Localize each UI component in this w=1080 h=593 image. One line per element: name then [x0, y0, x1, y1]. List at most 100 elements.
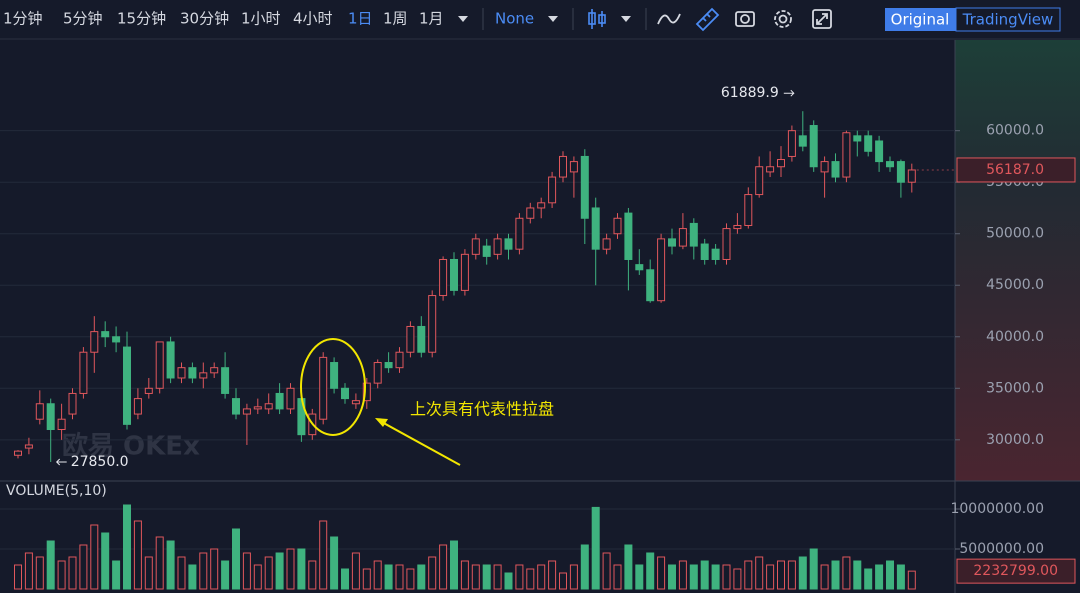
candle-type-icon[interactable] [588, 9, 606, 29]
candle-body [112, 336, 121, 343]
volume-bar [668, 564, 676, 590]
indicator-select[interactable]: None [495, 10, 534, 28]
volume-bar [319, 520, 328, 590]
volume-bar [133, 520, 142, 590]
volume-bar [722, 564, 731, 590]
volume-bar [188, 564, 197, 590]
volume-bar [275, 552, 284, 590]
ruler-icon[interactable] [695, 7, 720, 32]
candle-body [580, 155, 589, 219]
volume-bar [101, 532, 110, 590]
interval[interactable]: 30分钟 [180, 10, 229, 28]
candle-body [493, 238, 502, 255]
dropdown-caret[interactable] [458, 16, 468, 22]
volume-bar [591, 506, 600, 590]
volume-bar [711, 564, 720, 590]
volume-bar [744, 560, 753, 590]
candle-body [286, 387, 295, 410]
interval[interactable]: 5分钟 [63, 10, 103, 28]
y-tick-label: 35000.0 [986, 380, 1044, 396]
candle-body [428, 295, 437, 353]
interval[interactable]: 15分钟 [117, 10, 166, 28]
volume-bar [144, 556, 153, 590]
candle-body [351, 400, 360, 405]
candle-body [798, 135, 807, 147]
fullscreen-icon[interactable] [812, 9, 832, 29]
volume-bar [253, 564, 262, 590]
view-label[interactable]: Original [891, 11, 950, 29]
candle-body [548, 176, 557, 204]
dropdown-caret[interactable] [548, 16, 558, 22]
volume-bar [689, 564, 698, 590]
view-toggle[interactable] [955, 7, 1061, 32]
volume-bar [733, 568, 742, 590]
arrow-head [375, 418, 388, 427]
candle-body [526, 207, 535, 219]
candle-body [362, 382, 371, 402]
high-arrow [783, 89, 795, 97]
volume-bar [46, 540, 55, 590]
volume-bar [831, 560, 840, 590]
settings-icon[interactable] [774, 10, 792, 28]
volume-bar [657, 556, 666, 590]
interval[interactable]: 1月 [419, 10, 444, 28]
volume-bar [777, 560, 785, 590]
volume-bar [308, 560, 317, 590]
volume-bar [864, 568, 873, 590]
interval[interactable]: 1周 [383, 10, 408, 28]
candle-body [820, 161, 829, 173]
interval-active[interactable]: 1日 [348, 10, 373, 28]
candle-body [689, 222, 698, 247]
candle-body [668, 238, 676, 247]
view-toggle-active[interactable] [885, 8, 956, 31]
last-volume-label: 2232799.00 [973, 563, 1058, 579]
candle-body [210, 367, 219, 374]
volume-bar [886, 560, 894, 590]
pane-title: VOLUME(5,10) [6, 483, 107, 499]
candle-body [700, 243, 709, 260]
volume-bar [428, 556, 437, 590]
candle-body [253, 406, 262, 410]
volume-bar [166, 540, 175, 590]
volume-bar [57, 560, 66, 590]
candle-body [330, 362, 339, 389]
volume-bar [112, 560, 121, 590]
volume-bar [395, 564, 404, 590]
camera-icon[interactable] [735, 11, 755, 27]
y-tick-label: 50000.0 [986, 226, 1044, 242]
volume-bar [820, 564, 829, 590]
view-label[interactable]: TradingView [962, 11, 1054, 29]
interval[interactable]: 4小时 [293, 10, 333, 28]
interval[interactable]: 1分钟 [3, 10, 43, 28]
candle-body [199, 372, 208, 379]
volume-bar [341, 568, 349, 590]
candle-body [537, 202, 546, 209]
volume-bar [384, 564, 393, 590]
volume-bar [450, 540, 458, 590]
price-axis-bg [955, 40, 1080, 481]
candle-body [341, 387, 349, 400]
volume-bar [286, 548, 295, 590]
candle-body [853, 135, 862, 142]
candle-body [166, 341, 175, 379]
candle-body [875, 140, 884, 163]
candle-body [133, 398, 142, 415]
dropdown-caret[interactable] [621, 16, 631, 22]
interval[interactable]: 1小时 [241, 10, 281, 28]
volume-bar [242, 552, 251, 590]
low-label: 27850.0 [71, 454, 129, 470]
candle-body [711, 248, 720, 260]
indicator-icon[interactable] [657, 13, 681, 25]
candle-body [221, 367, 230, 394]
candle-body [242, 408, 251, 415]
candle-body [90, 331, 99, 353]
candle-body [471, 238, 480, 255]
volume-bar [199, 552, 208, 590]
candle-body [14, 450, 22, 456]
candle-body [395, 351, 404, 369]
candle-body [842, 132, 851, 178]
y-tick-label: 10000000.00 [950, 501, 1044, 517]
volume-bar [373, 560, 382, 590]
volume-bar [613, 564, 622, 590]
volume-bar [537, 564, 546, 590]
